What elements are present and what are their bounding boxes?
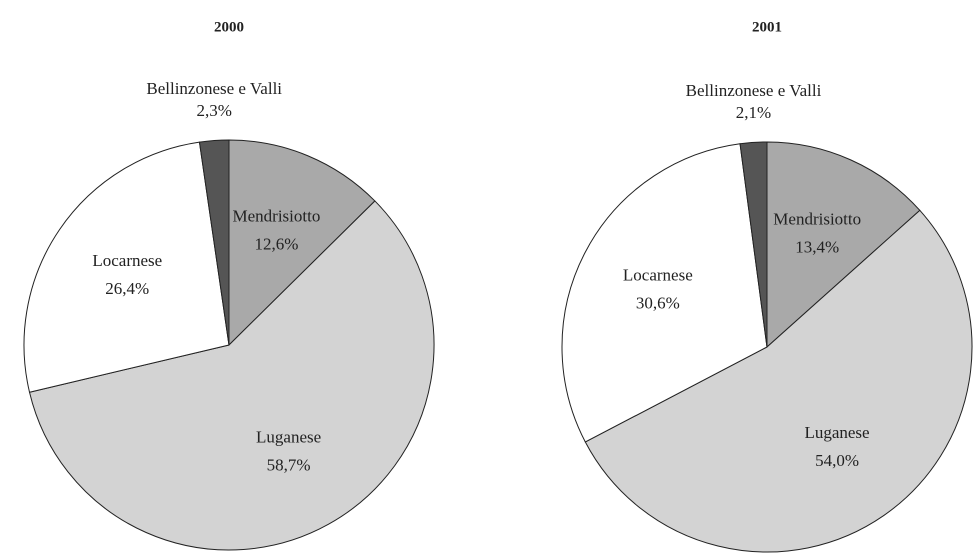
slice-label: Locarnese xyxy=(623,265,693,284)
slice-label: Bellinzonese e Valli xyxy=(686,81,822,100)
slice-value: 26,4% xyxy=(105,279,149,298)
pie-slice xyxy=(198,139,230,346)
slice-value: 12,6% xyxy=(254,234,298,253)
slice-label: Luganese xyxy=(804,423,869,442)
pie-slice xyxy=(228,139,376,347)
slice-label: Mendrisiotto xyxy=(773,210,861,229)
slice-value: 2,3% xyxy=(196,101,231,120)
slice-label: Bellinzonese e Valli xyxy=(146,79,282,98)
pie-slice xyxy=(561,143,768,443)
pie-slice xyxy=(584,209,973,553)
slice-value: 13,4% xyxy=(795,238,839,257)
slice-value: 2,1% xyxy=(736,103,771,122)
slice-value: 58,7% xyxy=(267,456,311,475)
pie-slice xyxy=(766,141,921,349)
slice-label: Mendrisiotto xyxy=(233,206,321,225)
slice-value: 54,0% xyxy=(815,451,859,470)
pie-slice xyxy=(28,200,435,551)
slice-value: 30,6% xyxy=(636,293,680,312)
chart-title: 2000 xyxy=(214,19,244,35)
pie-slice xyxy=(739,141,768,348)
slice-label: Locarnese xyxy=(92,251,162,270)
pie-slice xyxy=(23,141,230,393)
chart-title: 2001 xyxy=(752,19,782,35)
slice-label: Luganese xyxy=(256,428,321,447)
